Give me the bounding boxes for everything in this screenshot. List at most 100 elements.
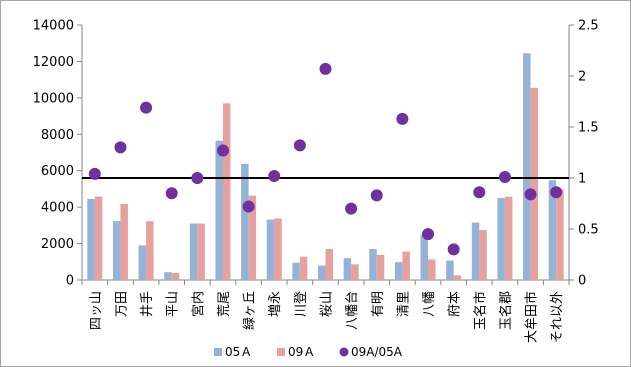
bar-05a	[266, 219, 275, 280]
bar-09a	[428, 259, 436, 280]
legend-label: 09A/05A	[351, 345, 403, 359]
category-label: 川登	[294, 291, 309, 317]
bar-09a	[94, 196, 103, 280]
category-labels: 四ッ山 万田 井手 平山 宮内 荒尾 緑ヶ丘 増永 川登 桜山 八幡台 有明 清里 八幡 府本 玉名市 玉名郡大…	[89, 291, 565, 343]
ratio-points	[88, 62, 563, 256]
ratio-point	[114, 141, 127, 154]
bar-09a	[402, 251, 410, 280]
ratio-point	[319, 62, 332, 75]
ratio-point	[191, 172, 204, 184]
legend-label: 05Ａ	[225, 345, 252, 359]
bar-09a	[376, 254, 385, 280]
bar-09a	[351, 264, 359, 280]
bar-09a	[479, 230, 487, 280]
bar-05a	[87, 198, 95, 280]
bar-09a	[222, 103, 231, 280]
bar-09a	[171, 273, 180, 280]
bar-05a	[394, 262, 403, 280]
bar-05a	[523, 53, 531, 280]
bar-05a	[369, 249, 377, 280]
y-right-tick-label: 0.5	[578, 223, 599, 238]
bar-05a	[138, 245, 147, 280]
category-label: 八幡	[422, 291, 437, 317]
legend-swatch	[277, 348, 285, 356]
bar-05a	[164, 272, 172, 280]
y-left-tick-label: 8000	[41, 128, 74, 143]
bar-09a	[120, 204, 128, 280]
category-label: 井手	[140, 291, 155, 317]
bar-05a	[497, 198, 505, 280]
bar-05a	[292, 262, 300, 280]
bar-09a	[197, 223, 205, 280]
category-label: 平山	[166, 291, 181, 317]
bar-05a	[420, 234, 429, 280]
y-left-tick-label: 6000	[41, 164, 74, 179]
category-label: 清里	[396, 291, 411, 317]
bar-09a	[146, 221, 154, 280]
bar-09a	[453, 275, 462, 280]
category-label: 荒尾	[217, 291, 232, 317]
ratio-point	[550, 186, 563, 199]
category-label: 八幡台	[345, 291, 360, 330]
category-label: 有明	[371, 291, 386, 317]
y-right-tick-label: 2.5	[578, 19, 599, 34]
ratio-point	[345, 202, 358, 215]
bar-05a	[112, 221, 121, 280]
ratio-point	[165, 187, 178, 200]
bar-09a	[530, 87, 539, 280]
ratio-point	[498, 170, 511, 183]
bar-05a	[548, 180, 557, 280]
y-left-tick-label: 10000	[33, 91, 74, 106]
y-right-tick-label: 0	[578, 274, 586, 289]
ratio-point	[242, 200, 255, 213]
tick-labels: 0 2000 4000 6000 8000 10000 12000 14000 0 0.5 1 1.5…	[33, 19, 599, 289]
legend-swatch	[339, 347, 349, 357]
y-left-tick-label: 2000	[41, 237, 74, 252]
bar-05a	[215, 140, 223, 280]
bar-05a	[318, 265, 326, 280]
ratio-point	[473, 186, 486, 199]
y-right-tick-label: 1.5	[578, 121, 599, 136]
legend-label: 09Ａ	[288, 345, 315, 359]
bar-05a	[343, 258, 352, 280]
y-left-tick-label: 0	[66, 274, 74, 289]
ratio-point	[140, 101, 153, 114]
ratio-point	[447, 243, 460, 256]
bar-09a	[325, 249, 333, 280]
category-label: それ以外	[550, 291, 565, 343]
y-right-tick-label: 2	[578, 70, 586, 85]
ratio-point	[268, 169, 281, 182]
bars	[87, 53, 564, 280]
bar-09a	[274, 218, 282, 280]
category-label: 玉名市	[472, 291, 488, 330]
bar-05a	[471, 222, 480, 280]
category-label: 桜山	[320, 291, 335, 317]
ratio-point	[370, 189, 383, 202]
ratio-point	[422, 228, 435, 241]
bar-09a	[504, 196, 513, 280]
category-label: 宮内	[190, 291, 206, 317]
bar-09a	[299, 256, 308, 280]
bar-09a	[248, 195, 257, 280]
bar-05a	[241, 163, 249, 280]
category-label: 四ッ山	[89, 291, 104, 330]
bar-09a	[556, 189, 564, 280]
y-left-tick-label: 14000	[33, 19, 74, 34]
ratio-point	[396, 112, 409, 125]
ratio-point	[88, 167, 101, 180]
category-label: 玉名郡	[498, 291, 514, 330]
y-right-tick-label: 1	[578, 172, 586, 187]
category-label: 府本	[448, 291, 463, 317]
legend: 05Ａ 09Ａ 09A/05A	[214, 345, 403, 359]
ratio-point	[216, 144, 229, 157]
category-label: 万田	[114, 291, 129, 317]
category-label: 増永	[268, 291, 283, 317]
ratio-point	[524, 188, 537, 201]
bar-05a	[189, 223, 198, 280]
legend-swatch	[214, 348, 222, 356]
category-label: 緑ヶ丘	[243, 291, 258, 330]
y-left-tick-label: 4000	[41, 201, 74, 216]
category-label: 大牟田市	[524, 291, 540, 343]
